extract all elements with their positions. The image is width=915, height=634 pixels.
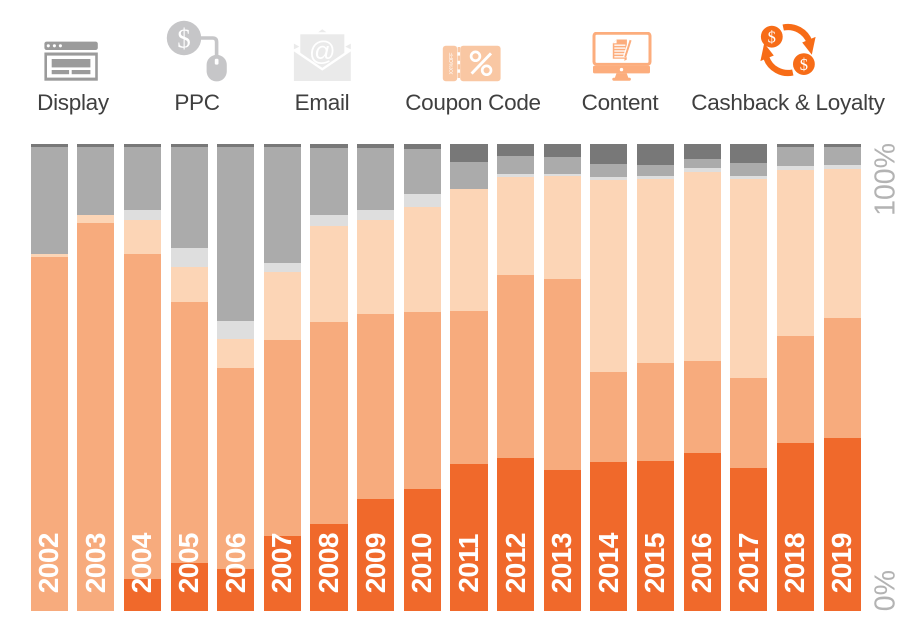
svg-text:$: $ — [768, 28, 776, 47]
svg-text:XX%OFF: XX%OFF — [449, 53, 455, 75]
svg-text:@: @ — [309, 36, 336, 66]
svg-text:$: $ — [800, 55, 808, 74]
svg-text:$: $ — [177, 24, 191, 54]
